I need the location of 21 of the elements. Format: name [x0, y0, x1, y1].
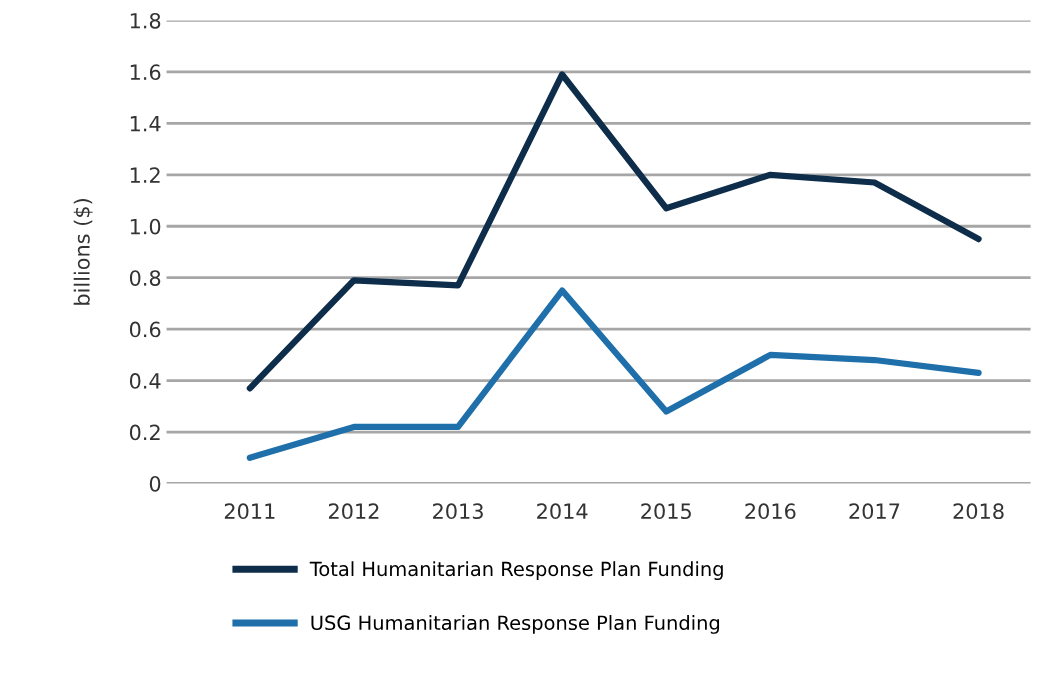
y-tick-label: 0.4 — [129, 373, 161, 389]
y-tick-label: 0.6 — [129, 321, 161, 338]
y-axis-title: billions ($) — [73, 199, 93, 305]
y-tick-label: 0 — [149, 475, 161, 492]
x-tick-label: 2014 — [537, 503, 588, 520]
x-tick-label: 2017 — [849, 503, 900, 520]
legend-label: USG Humanitarian Response Plan Funding — [311, 615, 720, 634]
x-tick-label: 2012 — [328, 503, 379, 520]
y-tick-label: 1.8 — [130, 12, 161, 29]
y-tick-label: 1.4 — [130, 116, 161, 132]
y-tick-label: 1.6 — [130, 64, 161, 81]
x-tick-label: 2011 — [224, 503, 275, 520]
x-tick-label: 2013 — [433, 503, 483, 520]
y-tick-label: 1.2 — [130, 167, 160, 183]
x-tick-label: 2018 — [953, 503, 1004, 520]
x-tick-label: 2016 — [745, 503, 796, 520]
y-tick-label: 1.0 — [130, 218, 161, 235]
y-tick-label: 0.2 — [129, 424, 160, 441]
legend-label: Total Humanitarian Response Plan Funding — [309, 561, 723, 581]
x-tick-label: 2015 — [641, 503, 691, 520]
y-tick-label: 0.8 — [129, 270, 161, 286]
